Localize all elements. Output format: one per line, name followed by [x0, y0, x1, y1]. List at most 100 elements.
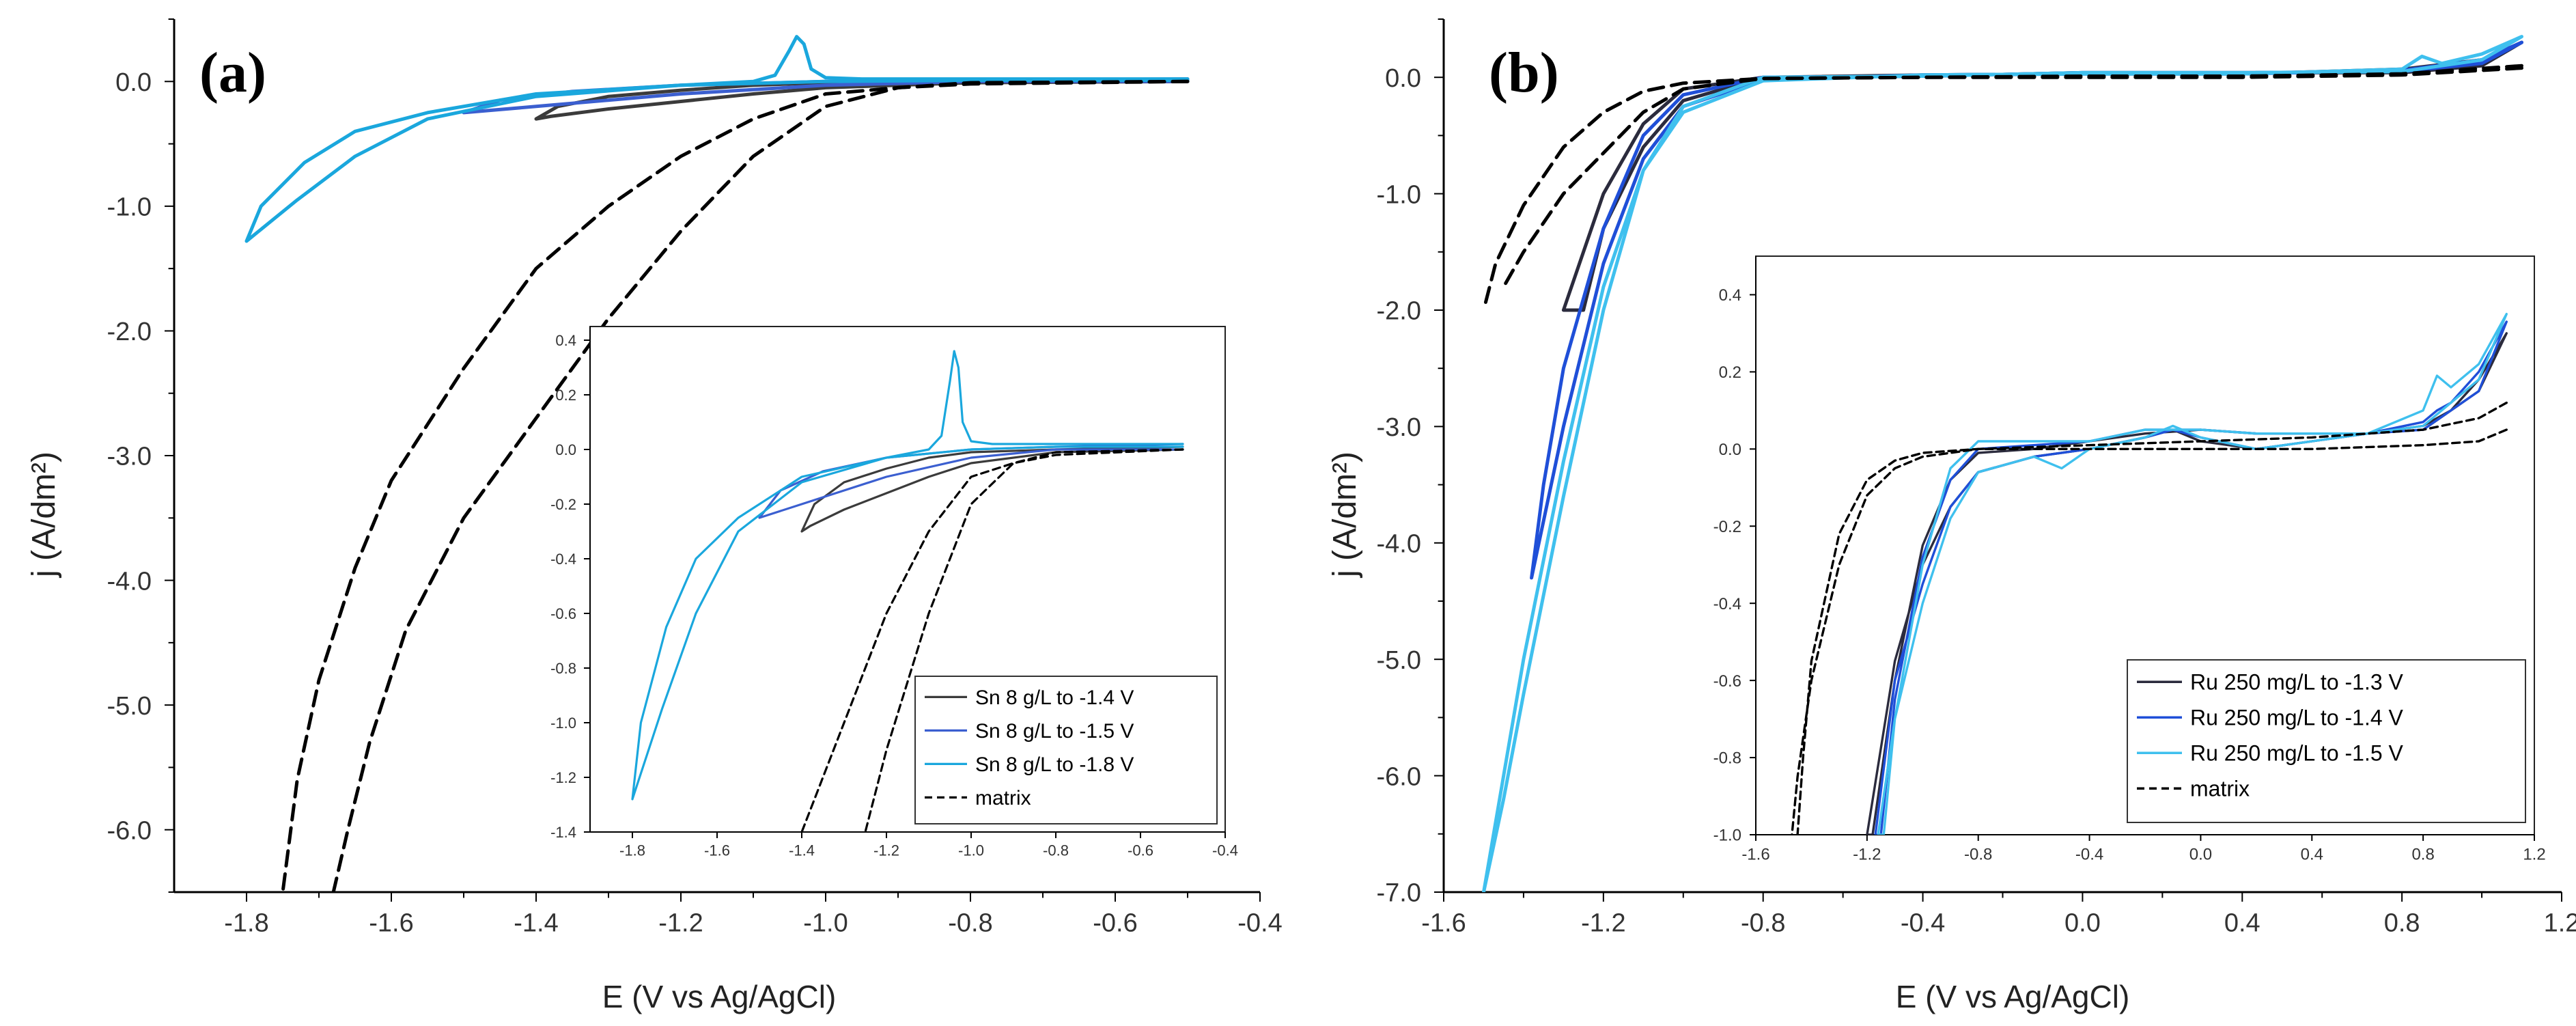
a-inset-legend-box [914, 676, 1218, 824]
a-main-series-matrix [281, 79, 1190, 892]
b-inset-y-tick-label: 0.2 [1719, 363, 1741, 382]
b-inset-series-ru_1_5 [1877, 313, 2508, 835]
panel-b-inset-chart: -1.6 -1.2 -0.8 -0.4 0.0 0.4 0.8 1.2 0.4 0.2 0.0 -0.… [1713, 255, 2546, 864]
b-main-x-tick-label: 1.2 [2544, 909, 2576, 938]
panel-a-inset-chart: -1.8 -1.6 -1.4 -1.2 -1.0 -0.8 -0.6 -0.4 0.4 0.2 0.… [550, 326, 1238, 859]
a-main-series-sn_1_8 [244, 35, 1190, 243]
a-inset-y-tick-label: 0.0 [555, 441, 576, 458]
a-main-series-group [244, 35, 1190, 892]
b-inset-x-tick-label: 0.0 [2189, 846, 2212, 864]
a-main-x-tick-label: -1.2 [658, 909, 703, 938]
b-inset-y-tick-label: 0.4 [1719, 286, 1741, 305]
a-inset-x-tick-label: -0.4 [1212, 842, 1238, 859]
a-inset-x-tick-label: -1.6 [704, 842, 730, 859]
b-main-axes: -1.6 -1.2 -0.8 -0.4 0.0 0.4 0.8 1.2 0.0 -1.0 -2.0 -… [1377, 18, 2576, 938]
a-main-x-tick-label: -1.0 [803, 909, 848, 938]
a-main-y-tick-label: -4.0 [107, 567, 152, 596]
b-inset-legend: Ru 250 mg/L to -1.3 V Ru 250 mg/L to -1.4… [2127, 659, 2526, 823]
b-main-y-tick-label: -5.0 [1377, 646, 1421, 675]
b-main-x-tick-label: -0.4 [1901, 909, 1945, 938]
a-inset-series-matrix [864, 448, 1184, 832]
panel-a-x-axis-title: E (V vs Ag/AgCl) [602, 979, 837, 1014]
a-inset-series-sn_1_4 [800, 445, 1184, 533]
b-inset-legend-label: matrix [2190, 776, 2250, 801]
a-inset-y-tick-label: -0.8 [550, 660, 576, 677]
b-main-y-tick-label: -7.0 [1377, 879, 1421, 908]
b-inset-legend-label: Ru 250 mg/L to -1.4 V [2190, 705, 2404, 730]
b-inset-axes: -1.6 -1.2 -0.8 -0.4 0.0 0.4 0.8 1.2 0.4 0.2 0.0 -0.… [1713, 256, 2546, 864]
a-inset-y-tick-label: -0.2 [550, 496, 576, 513]
panel-b-x-axis-title: E (V vs Ag/AgCl) [1896, 979, 2130, 1014]
a-main-x-tick-label: -0.8 [948, 909, 992, 938]
b-inset-series-group [1791, 313, 2508, 835]
a-inset-y-tick-label: -1.4 [550, 824, 576, 841]
b-inset-x-tick-label: -0.4 [2075, 846, 2103, 864]
a-main-y-tick-label: -2.0 [107, 318, 152, 346]
b-main-y-tick-label: -1.0 [1377, 180, 1421, 209]
b-main-x-tick-label: -1.2 [1581, 909, 1625, 938]
a-main-y-tick-label: 0.0 [115, 68, 152, 97]
a-inset-y-tick-label: -0.6 [550, 605, 576, 622]
a-inset-x-tick-label: -1.2 [873, 842, 899, 859]
a-main-y-tick-label: -6.0 [107, 816, 152, 845]
b-inset-y-tick-label: -1.0 [1713, 827, 1741, 845]
panel-b-label: (b) [1489, 41, 1559, 105]
a-inset-series-matrix [800, 448, 1184, 832]
b-inset-x-tick-label: -1.6 [1741, 846, 1769, 864]
b-main-y-tick-label: 0.0 [1385, 64, 1421, 93]
a-inset-x-tick-label: -0.6 [1128, 842, 1153, 859]
a-inset-axes: -1.8 -1.6 -1.4 -1.2 -1.0 -0.8 -0.6 -0.4 0.4 0.2 0.… [550, 327, 1238, 859]
a-inset-legend-label: matrix [975, 787, 1031, 809]
a-inset-x-tick-label: -1.0 [958, 842, 984, 859]
a-inset-x-tick-label: -0.8 [1043, 842, 1069, 859]
b-main-x-tick-label: 0.8 [2384, 909, 2420, 938]
b-main-x-tick-label: -0.8 [1741, 909, 1785, 938]
b-inset-y-tick-label: -0.8 [1713, 749, 1741, 768]
b-main-x-tick-label: -1.6 [1421, 909, 1466, 938]
panel-b: -1.6 -1.2 -0.8 -0.4 0.0 0.4 0.8 1.2 0.0 -1.0 -2.0 -… [1327, 18, 2576, 1014]
b-main-series-group [1482, 35, 2523, 892]
a-inset-x-tick-label: -1.8 [619, 842, 645, 859]
b-main-y-tick-label: -4.0 [1377, 529, 1421, 558]
panel-a-y-axis-title: j (A/dm²) [26, 452, 62, 579]
b-main-y-tick-label: -6.0 [1377, 762, 1421, 791]
a-inset-y-tick-label: -1.0 [550, 715, 576, 732]
a-inset-series-group [631, 350, 1184, 832]
b-main-x-tick-label: 0.0 [2064, 909, 2101, 938]
a-inset-legend-label: Sn 8 g/L to -1.8 V [975, 753, 1134, 776]
b-inset-y-tick-label: -0.2 [1713, 518, 1741, 536]
a-main-series-matrix [331, 79, 1190, 892]
b-inset-x-tick-label: 0.4 [2301, 846, 2323, 864]
a-main-x-tick-label: -0.6 [1093, 909, 1137, 938]
b-inset-x-tick-label: -1.2 [1853, 846, 1881, 864]
panel-a-label: (a) [199, 41, 266, 105]
a-inset-legend-label: Sn 8 g/L to -1.4 V [975, 687, 1134, 709]
a-inset-series-sn_1_8 [631, 350, 1184, 801]
a-inset-y-tick-label: -0.4 [550, 551, 576, 568]
a-main-x-tick-label: -1.8 [224, 909, 268, 938]
panel-a: -1.8 -1.6 -1.4 -1.2 -1.0 -0.8 -0.6 -0.4 0.0 -1.0 -… [26, 18, 1283, 1014]
b-main-series-matrix [1502, 66, 2523, 289]
a-inset-legend-label: Sn 8 g/L to -1.5 V [975, 720, 1134, 743]
a-main-x-tick-label: -1.4 [514, 909, 558, 938]
a-main-x-tick-label: -0.4 [1237, 909, 1282, 938]
b-main-x-tick-label: 0.4 [2224, 909, 2260, 938]
b-inset-x-tick-label: 0.8 [2411, 846, 2434, 864]
b-inset-y-tick-label: -0.6 [1713, 672, 1741, 691]
b-inset-series-matrix [1796, 428, 2508, 835]
a-main-x-tick-label: -1.6 [369, 909, 413, 938]
a-inset-x-tick-label: -1.4 [789, 842, 815, 859]
b-inset-legend-label: Ru 250 mg/L to -1.5 V [2190, 740, 2404, 765]
b-inset-legend-label: Ru 250 mg/L to -1.3 V [2190, 669, 2404, 694]
b-main-series-ru_1_5 [1482, 35, 2523, 892]
b-inset-legend-box [2127, 659, 2526, 823]
b-inset-y-tick-label: 0.0 [1719, 441, 1741, 459]
b-inset-x-tick-label: 1.2 [2523, 846, 2545, 864]
b-inset-x-tick-label: -0.8 [1964, 846, 1992, 864]
a-inset-legend: Sn 8 g/L to -1.4 V Sn 8 g/L to -1.5 V Sn 8… [914, 676, 1218, 824]
panel-b-y-axis-title: j (A/dm²) [1327, 452, 1363, 579]
a-main-y-tick-label: -1.0 [107, 193, 152, 222]
a-main-axes: -1.8 -1.6 -1.4 -1.2 -1.0 -0.8 -0.6 -0.4 0.0 -1.0 -… [107, 18, 1283, 938]
a-main-y-tick-label: -3.0 [107, 443, 152, 471]
b-inset-y-tick-label: -0.4 [1713, 595, 1741, 613]
